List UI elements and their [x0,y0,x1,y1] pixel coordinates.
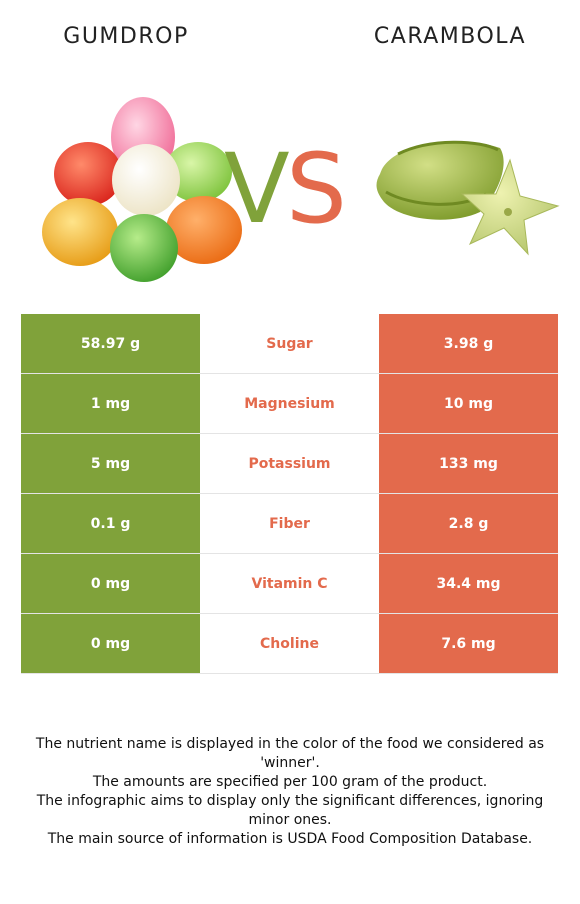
gumdrop-value: 1 mg [21,374,200,433]
footer-line: The amounts are specified per 100 gram o… [92,774,488,790]
carambola-value: 3.98 g [379,314,558,373]
table-row: 5 mg Potassium 133 mg [21,434,558,494]
carambola-value: 10 mg [379,374,558,433]
nutrient-name: Choline [200,614,379,673]
right-food-title: CARAMBOLA [373,24,527,49]
carambola-image [376,140,560,256]
gumdrop-value: 5 mg [21,434,200,493]
left-food-title: GUMDROP [63,24,189,49]
carambola-value: 133 mg [379,434,558,493]
footer-line: The main source of information is USDA F… [47,831,533,847]
svg-text:S: S [286,138,347,238]
svg-text:V: V [224,138,290,238]
table-row: 0 mg Vitamin C 34.4 mg [21,554,558,614]
vs-label: V S [224,138,347,238]
table-row: 58.97 g Sugar 3.98 g [21,314,558,374]
gumdrop-image [42,97,242,282]
carambola-value: 2.8 g [379,494,558,553]
nutrient-name: Vitamin C [200,554,379,613]
carambola-value: 7.6 mg [379,614,558,673]
nutrient-table: 58.97 g Sugar 3.98 g 1 mg Magnesium 10 m… [21,314,558,674]
footer-notes: The nutrient name is displayed in the co… [20,735,560,849]
nutrient-name: Potassium [200,434,379,493]
nutrient-name: Sugar [200,314,379,373]
carambola-value: 34.4 mg [379,554,558,613]
table-row: 0 mg Choline 7.6 mg [21,614,558,674]
gumdrop-value: 0 mg [21,614,200,673]
nutrient-name: Magnesium [200,374,379,433]
nutrient-name: Fiber [200,494,379,553]
footer-line: The infographic aims to display only the… [36,793,544,828]
gumdrop-value: 58.97 g [21,314,200,373]
table-row: 1 mg Magnesium 10 mg [21,374,558,434]
footer-line: The nutrient name is displayed in the co… [35,736,545,771]
table-row: 0.1 g Fiber 2.8 g [21,494,558,554]
gumdrop-value: 0.1 g [21,494,200,553]
gumdrop-value: 0 mg [21,554,200,613]
